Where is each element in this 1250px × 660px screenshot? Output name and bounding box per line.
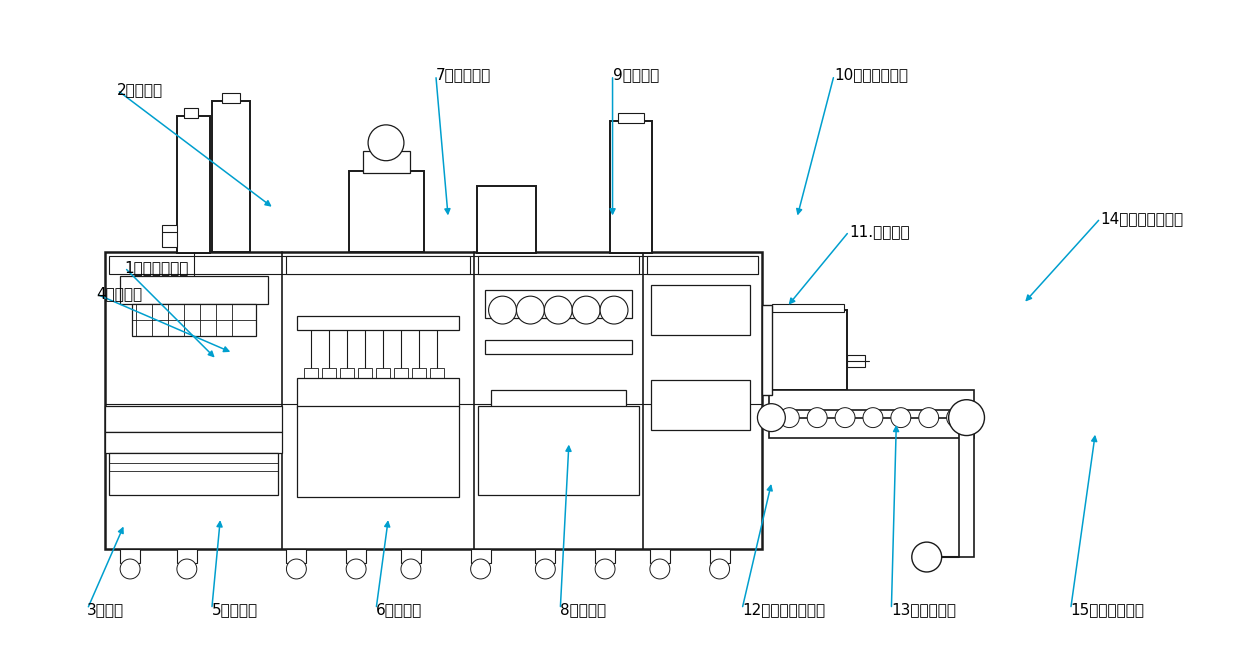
Circle shape: [808, 408, 828, 428]
Bar: [651, 285, 750, 335]
Bar: [959, 418, 974, 557]
Bar: [162, 226, 177, 248]
Circle shape: [600, 296, 628, 324]
Circle shape: [946, 408, 966, 428]
Text: 8、热下模: 8、热下模: [560, 602, 606, 617]
Bar: [770, 310, 848, 390]
Bar: [105, 432, 282, 453]
Circle shape: [862, 408, 882, 428]
Text: 12、成型转移络架: 12、成型转移络架: [742, 602, 825, 617]
Circle shape: [710, 559, 730, 579]
Text: 13、模切下模: 13、模切下模: [891, 602, 956, 617]
Bar: [498, 440, 619, 449]
Text: 10、模切油压罐: 10、模切油压罐: [834, 67, 907, 82]
Text: 5、吸浆模: 5、吸浆模: [211, 602, 258, 617]
Bar: [109, 453, 279, 495]
Bar: [772, 304, 844, 312]
Bar: [478, 406, 639, 495]
Bar: [184, 108, 198, 118]
Bar: [490, 390, 626, 440]
Bar: [340, 368, 354, 378]
Bar: [710, 549, 730, 563]
Circle shape: [286, 559, 306, 579]
Bar: [132, 304, 255, 336]
Circle shape: [949, 400, 985, 436]
Circle shape: [471, 559, 490, 579]
Bar: [211, 101, 250, 252]
Bar: [762, 305, 772, 395]
Text: 2、定量罐: 2、定量罐: [118, 82, 164, 98]
Bar: [430, 368, 444, 378]
Circle shape: [911, 542, 941, 572]
Circle shape: [516, 296, 544, 324]
Bar: [770, 418, 974, 438]
Text: 3、浆泡: 3、浆泡: [88, 602, 125, 617]
Bar: [177, 116, 210, 253]
Bar: [105, 252, 762, 549]
Circle shape: [891, 408, 911, 428]
Bar: [362, 150, 410, 173]
Bar: [476, 185, 536, 253]
Bar: [120, 549, 140, 563]
Circle shape: [595, 559, 615, 579]
Bar: [221, 93, 240, 103]
Text: 4、热上模: 4、热上模: [96, 286, 142, 302]
Circle shape: [650, 559, 670, 579]
Bar: [650, 549, 670, 563]
Bar: [485, 340, 632, 354]
Bar: [105, 406, 282, 432]
Text: 11.模切上模: 11.模切上模: [849, 224, 910, 239]
Bar: [376, 368, 390, 378]
Bar: [286, 549, 306, 563]
Bar: [394, 368, 408, 378]
Bar: [595, 549, 615, 563]
Circle shape: [177, 559, 196, 579]
Bar: [648, 256, 759, 275]
Bar: [286, 256, 470, 275]
Circle shape: [544, 296, 572, 324]
Bar: [177, 549, 196, 563]
Bar: [401, 549, 421, 563]
Bar: [618, 113, 644, 123]
Bar: [322, 368, 336, 378]
Bar: [304, 368, 319, 378]
Circle shape: [572, 296, 600, 324]
Bar: [359, 368, 372, 378]
Text: 7、热压油罐: 7、热压油罐: [436, 67, 491, 82]
Text: 14、堆叠转移络架: 14、堆叠转移络架: [1100, 211, 1184, 226]
Bar: [485, 290, 632, 318]
Bar: [651, 379, 750, 430]
Bar: [298, 316, 459, 330]
Bar: [120, 277, 268, 304]
Bar: [109, 256, 759, 275]
Circle shape: [835, 408, 855, 428]
Bar: [610, 121, 652, 253]
Text: 15、出料输送带: 15、出料输送带: [1070, 602, 1145, 617]
Circle shape: [758, 404, 785, 432]
Bar: [478, 256, 639, 275]
Circle shape: [535, 559, 555, 579]
Bar: [471, 549, 490, 563]
Bar: [770, 390, 974, 410]
Text: 9、液压站: 9、液压站: [612, 67, 659, 82]
Bar: [848, 355, 865, 367]
Circle shape: [401, 559, 421, 579]
Circle shape: [919, 408, 939, 428]
Bar: [298, 406, 459, 497]
Bar: [308, 408, 449, 420]
Circle shape: [346, 559, 366, 579]
Circle shape: [120, 559, 140, 579]
Circle shape: [368, 125, 404, 161]
Bar: [346, 549, 366, 563]
Bar: [412, 368, 426, 378]
Circle shape: [489, 296, 516, 324]
Bar: [349, 171, 424, 252]
Text: 6、余浆罐: 6、余浆罐: [376, 602, 423, 617]
Text: 1、系统进浆口: 1、系统进浆口: [125, 260, 189, 275]
Bar: [298, 378, 459, 408]
Circle shape: [779, 408, 799, 428]
Bar: [535, 549, 555, 563]
